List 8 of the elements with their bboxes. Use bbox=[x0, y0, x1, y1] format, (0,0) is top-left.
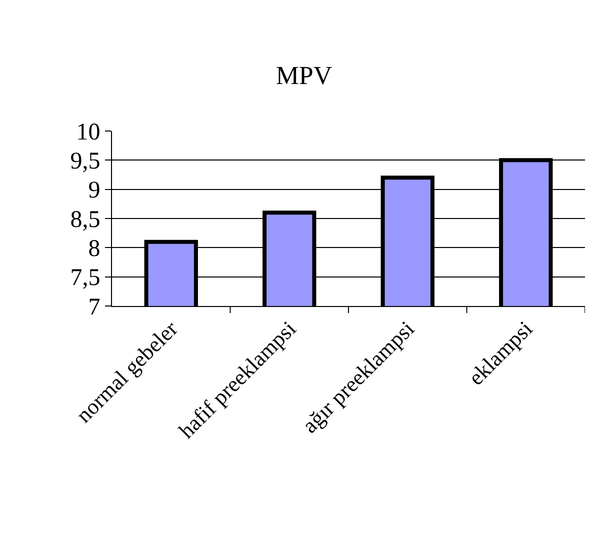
chart-title: MPV bbox=[276, 61, 332, 90]
y-tick-label: 7 bbox=[88, 294, 100, 320]
y-tick-label: 8 bbox=[88, 236, 100, 262]
y-tick-label: 7,5 bbox=[70, 265, 100, 292]
y-tick-label: 9 bbox=[88, 178, 100, 204]
y-tick-label: 9,5 bbox=[70, 148, 100, 175]
y-tick-label: 8,5 bbox=[70, 206, 100, 233]
y-tick-label: 10 bbox=[76, 119, 100, 146]
